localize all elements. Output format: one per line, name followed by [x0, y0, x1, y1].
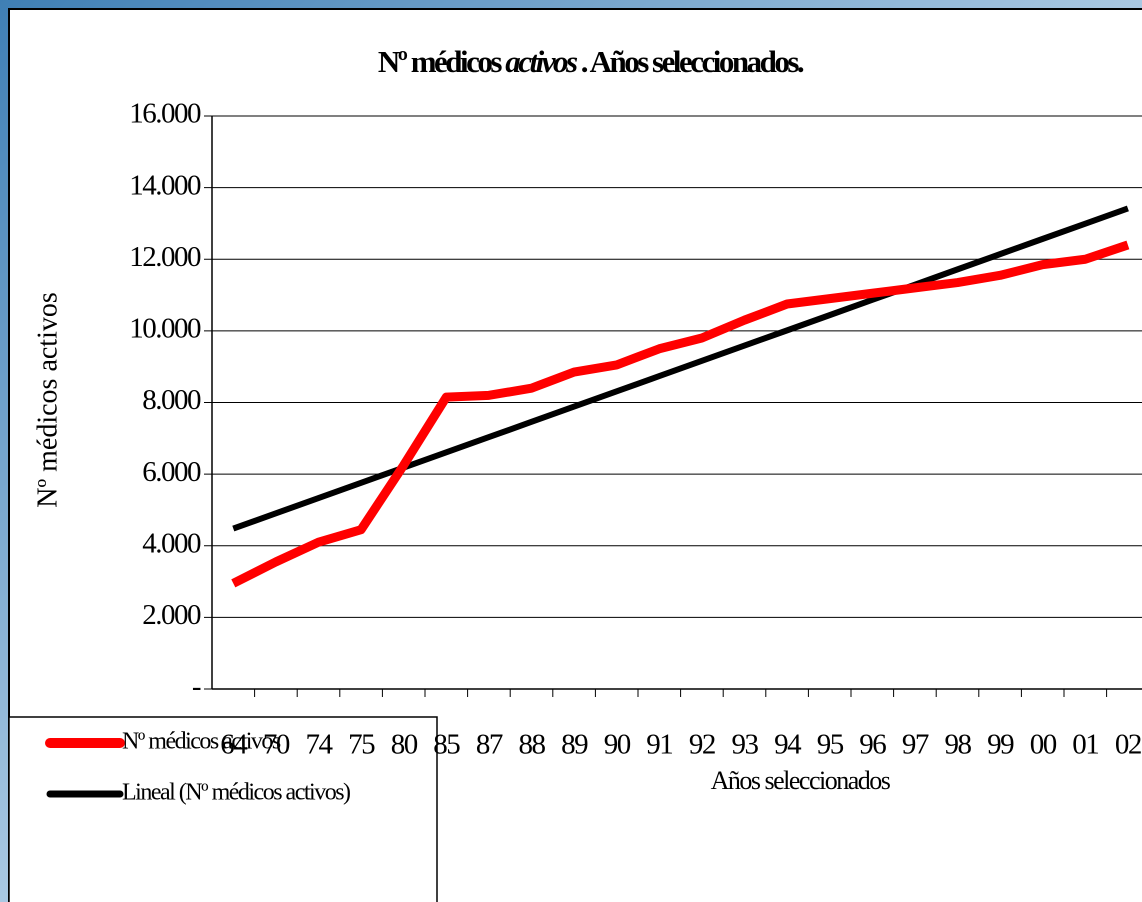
y-tick-label: 16.000 — [129, 98, 201, 130]
x-tick-label: 92 — [689, 729, 715, 761]
x-tick-label: 91 — [646, 729, 672, 761]
x-tick-label: 00 — [1030, 729, 1057, 761]
y-tick-label: 12.000 — [129, 241, 201, 273]
y-axis-label: Nº médicos activos — [32, 292, 63, 508]
x-tick-label: 85 — [433, 729, 460, 761]
x-tick-label: 95 — [817, 729, 844, 761]
y-tick-label: 2.000 — [142, 599, 201, 631]
y-tick-label: 4.000 — [142, 527, 201, 559]
x-tick-label: 74 — [306, 729, 334, 761]
series-line — [231, 240, 1130, 588]
y-tick-label: 6.000 — [142, 456, 201, 488]
legend-label: Lineal (Nº médicos activos) — [122, 780, 350, 806]
x-tick-label: 02 — [1115, 729, 1141, 761]
series-line — [232, 205, 1129, 532]
x-tick-label: 98 — [945, 729, 972, 761]
x-tick-label: 99 — [987, 729, 1014, 761]
x-tick-label: 90 — [604, 729, 631, 761]
y-tick-label: 14.000 — [129, 169, 201, 201]
legend-label: Nº médicos activos — [122, 729, 281, 755]
x-tick-label: 89 — [561, 729, 588, 761]
title-part: . Años seleccionados. — [581, 44, 804, 79]
x-tick-label: 97 — [902, 729, 929, 761]
x-tick-label: 75 — [348, 729, 375, 761]
x-tick-label: 96 — [859, 729, 886, 761]
y-tick-label: 10.000 — [129, 313, 201, 345]
y-tick-label: 8.000 — [142, 384, 201, 416]
chart-title: Nº médicos activos . Años seleccionados. — [378, 44, 804, 79]
title-part: activos — [505, 44, 578, 79]
x-tick-label: 01 — [1072, 729, 1098, 761]
x-tick-label: 64 — [220, 729, 248, 761]
y-tick-label: - — [192, 671, 201, 703]
x-tick-label: 80 — [391, 729, 418, 761]
x-tick-label: 88 — [519, 729, 546, 761]
x-tick-label: 93 — [732, 729, 759, 761]
x-tick-label: 70 — [263, 729, 290, 761]
x-tick-label: 94 — [774, 729, 802, 761]
x-axis-label: Años seleccionados — [711, 766, 891, 795]
plot-area: - 2.000 4.000 6.000 8.000 10.000 12.000 14.000 1… — [129, 98, 1142, 761]
title-part: Nº médicos — [378, 44, 503, 79]
x-tick-label: 87 — [476, 729, 503, 761]
